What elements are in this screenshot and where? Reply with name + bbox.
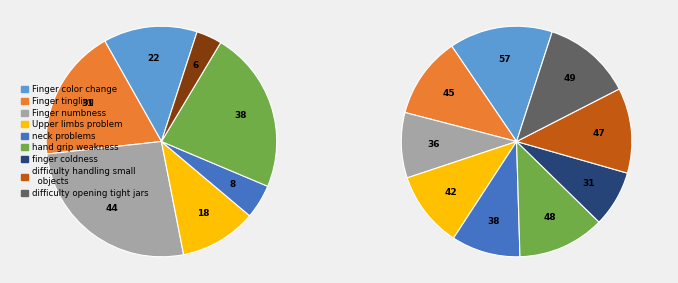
Text: 47: 47 bbox=[593, 129, 605, 138]
Wedge shape bbox=[46, 41, 161, 154]
Wedge shape bbox=[517, 89, 632, 173]
Wedge shape bbox=[407, 142, 517, 238]
Text: 31: 31 bbox=[81, 99, 94, 108]
Legend: Finger color change, Finger tingling, Finger numbness, Upper limbs problem, neck: Finger color change, Finger tingling, Fi… bbox=[20, 85, 149, 198]
Text: 6: 6 bbox=[193, 61, 199, 70]
Wedge shape bbox=[454, 142, 520, 257]
Wedge shape bbox=[161, 43, 277, 186]
Text: 38: 38 bbox=[234, 111, 247, 120]
Wedge shape bbox=[517, 142, 599, 257]
Wedge shape bbox=[517, 142, 627, 222]
Wedge shape bbox=[452, 26, 552, 142]
Wedge shape bbox=[47, 142, 184, 257]
Wedge shape bbox=[405, 46, 517, 142]
Text: 42: 42 bbox=[445, 188, 457, 197]
Wedge shape bbox=[161, 142, 268, 216]
Text: 18: 18 bbox=[197, 209, 210, 218]
Text: 8: 8 bbox=[229, 180, 235, 189]
Text: 36: 36 bbox=[427, 140, 440, 149]
Wedge shape bbox=[105, 26, 197, 142]
Wedge shape bbox=[401, 113, 517, 178]
Text: 49: 49 bbox=[564, 74, 577, 83]
Text: 44: 44 bbox=[106, 204, 119, 213]
Wedge shape bbox=[161, 32, 221, 142]
Text: 38: 38 bbox=[488, 217, 500, 226]
Text: 57: 57 bbox=[498, 55, 511, 64]
Text: 45: 45 bbox=[443, 89, 455, 98]
Wedge shape bbox=[161, 142, 250, 255]
Wedge shape bbox=[517, 32, 619, 142]
Text: 48: 48 bbox=[544, 213, 556, 222]
Text: 31: 31 bbox=[582, 179, 595, 188]
Text: 22: 22 bbox=[147, 54, 159, 63]
